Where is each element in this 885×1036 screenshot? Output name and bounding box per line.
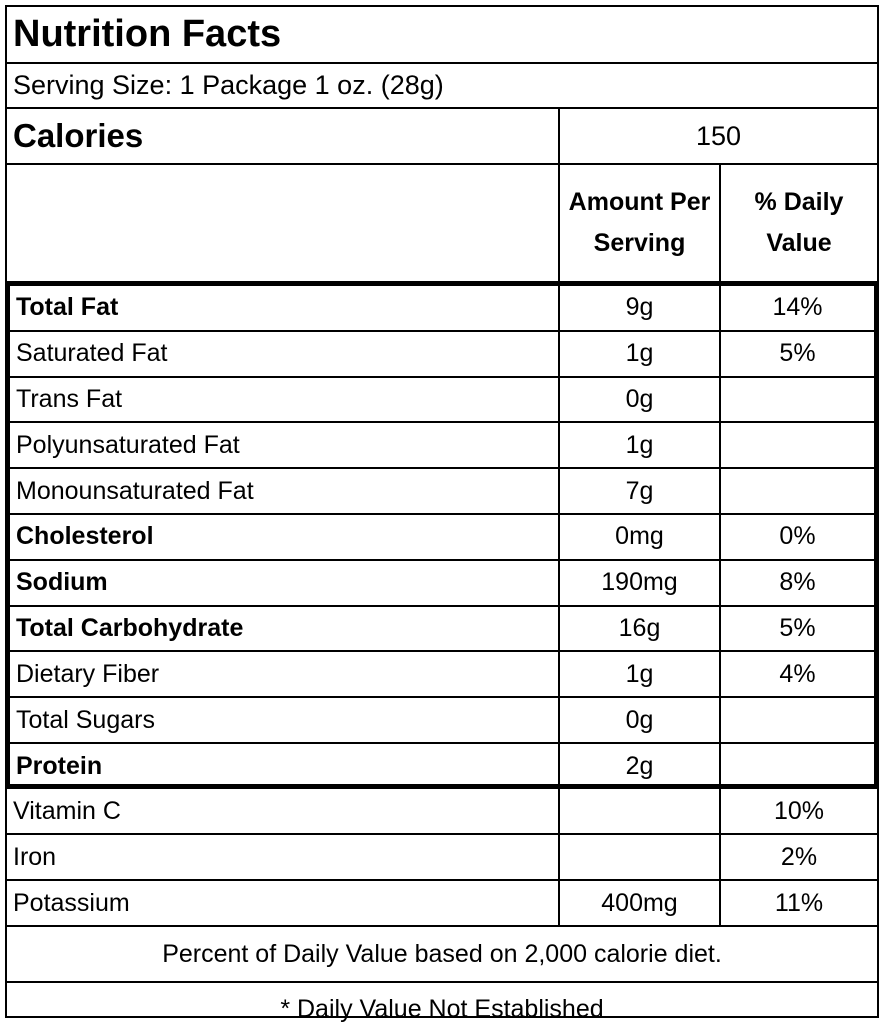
nutrient-daily-value — [719, 377, 874, 422]
nutrient-amount: 190mg — [558, 560, 719, 605]
nutrient-amount: 9g — [558, 286, 719, 330]
nutrient-name: Total Sugars — [16, 705, 155, 734]
nutrient-daily-value — [719, 423, 874, 468]
table-row: Protein 2g — [10, 744, 874, 790]
table-row: Total Sugars 0g — [10, 698, 874, 744]
nutrient-amount: 0g — [558, 698, 719, 742]
nutrient-daily-value: 5% — [719, 331, 874, 376]
footnote-row: * Daily Value Not Established — [7, 983, 877, 1036]
serving-size: Serving Size: 1 Package 1 oz. (28g) — [13, 70, 444, 100]
table-row: Cholesterol 0mg 0% — [10, 515, 874, 561]
nutrient-amount: 16g — [558, 606, 719, 651]
header-blank — [7, 165, 558, 281]
nutrient-amount: 1g — [558, 331, 719, 376]
nutrient-daily-value: 14% — [719, 286, 874, 330]
table-row: Total Fat 9g 14% — [10, 286, 874, 332]
label-title: Nutrition Facts — [13, 13, 282, 55]
title-row: Nutrition Facts — [7, 7, 877, 64]
nutrient-amount: 1g — [558, 652, 719, 697]
table-row: Vitamin C 10% — [7, 789, 877, 835]
vitamin-amount: 400mg — [558, 881, 719, 925]
nutrient-name: Monounsaturated Fat — [16, 476, 254, 505]
header-amount: Amount Per Serving — [558, 165, 719, 281]
serving-size-row: Serving Size: 1 Package 1 oz. (28g) — [7, 64, 877, 109]
table-row: Sodium 190mg 8% — [10, 560, 874, 607]
nutrient-daily-value — [719, 744, 874, 790]
nutrient-amount: 2g — [558, 744, 719, 790]
nutrient-amount: 0mg — [558, 515, 719, 559]
nutrition-label: Nutrition Facts Serving Size: 1 Package … — [5, 5, 879, 1023]
nutrient-name: Sodium — [16, 568, 108, 597]
vitamin-amount — [558, 789, 719, 833]
not-established-footnote: * Daily Value Not Established — [280, 995, 604, 1023]
nutrient-daily-value: 5% — [719, 606, 874, 651]
table-row: Monounsaturated Fat 7g — [10, 469, 874, 515]
table-row: Iron 2% — [7, 835, 877, 881]
nutrient-amount: 7g — [558, 469, 719, 513]
column-header-row: Amount Per Serving % Daily Value — [7, 165, 877, 281]
nutrient-name: Saturated Fat — [16, 339, 168, 368]
nutrient-name: Polyunsaturated Fat — [16, 430, 240, 459]
vitamin-name: Iron — [13, 842, 57, 871]
nutrient-daily-value — [719, 469, 874, 513]
calories-value: 150 — [558, 109, 877, 163]
table-row: Polyunsaturated Fat 1g — [10, 423, 874, 470]
vitamin-table: Vitamin C 10% Iron 2% Potassium 400mg 11… — [7, 789, 877, 1036]
footnote-row: Percent of Daily Value based on 2,000 ca… — [7, 927, 877, 983]
nutrient-daily-value — [719, 698, 874, 742]
nutrient-amount: 0g — [558, 377, 719, 422]
nutrient-daily-value: 8% — [719, 560, 874, 605]
vitamin-name: Potassium — [13, 888, 130, 917]
table-row: Trans Fat 0g — [10, 377, 874, 424]
nutrient-name: Trans Fat — [16, 384, 123, 413]
nutrient-name: Protein — [16, 752, 103, 781]
header-daily-value: % Daily Value — [719, 165, 877, 281]
daily-value-footnote: Percent of Daily Value based on 2,000 ca… — [162, 939, 722, 968]
vitamin-daily-value: 10% — [719, 789, 877, 833]
nutrient-table: Total Fat 9g 14% Saturated Fat 1g 5% Tra… — [5, 281, 879, 790]
calories-label: Calories — [13, 117, 144, 154]
vitamin-daily-value: 2% — [719, 835, 877, 879]
calories-row: Calories 150 — [7, 109, 877, 165]
vitamin-amount — [558, 835, 719, 879]
nutrient-amount: 1g — [558, 423, 719, 468]
table-row: Total Carbohydrate 16g 5% — [10, 606, 874, 653]
table-row: Dietary Fiber 1g 4% — [10, 652, 874, 699]
nutrient-name: Total Carbohydrate — [16, 613, 244, 642]
table-row: Potassium 400mg 11% — [7, 881, 877, 927]
nutrient-name: Dietary Fiber — [16, 659, 160, 688]
nutrient-daily-value: 0% — [719, 515, 874, 559]
nutrient-daily-value: 4% — [719, 652, 874, 697]
vitamin-name: Vitamin C — [13, 796, 121, 825]
vitamin-daily-value: 11% — [719, 881, 877, 925]
table-row: Saturated Fat 1g 5% — [10, 331, 874, 378]
nutrient-name: Cholesterol — [16, 522, 154, 551]
nutrient-name: Total Fat — [16, 293, 119, 322]
